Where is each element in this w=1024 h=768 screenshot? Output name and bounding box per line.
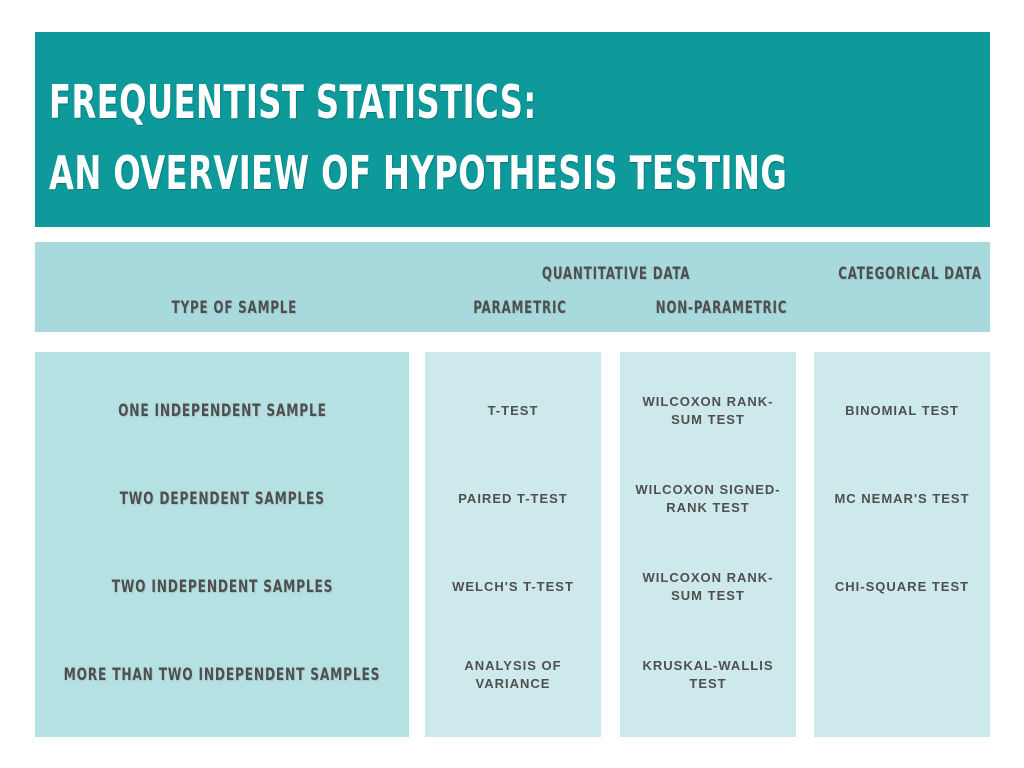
test-name: MC NEMAR'S TEST: [834, 491, 970, 506]
sample-type-label: TWO INDEPENDENT SAMPLES: [111, 577, 333, 597]
test-name: WELCH'S T-TEST: [452, 579, 574, 594]
test-name: WILCOXON RANK-SUM TEST: [642, 570, 774, 603]
title-banner: FREQUENTIST STATISTICS: AN OVERVIEW OF H…: [35, 32, 990, 227]
table-cell: PAIRED T-TEST: [425, 474, 601, 524]
sample-type-label: MORE THAN TWO INDEPENDENT SAMPLES: [63, 665, 381, 685]
test-name: WILCOXON RANK-SUM TEST: [642, 394, 774, 427]
test-name: T-TEST: [487, 403, 539, 418]
page-title-line-2: AN OVERVIEW OF HYPOTHESIS TESTING: [49, 146, 788, 200]
test-name: ANALYSIS OF VARIANCE: [464, 658, 562, 691]
header-categorical-data: CATEGORICAL DATA: [838, 264, 982, 284]
table-cell: WILCOXON RANK-SUM TEST: [620, 562, 796, 612]
table-header: TYPE OF SAMPLE QUANTITATIVE DATA CATEGOR…: [35, 242, 990, 332]
non-parametric-column: WILCOXON RANK-SUM TEST WILCOXON SIGNED-R…: [620, 352, 796, 737]
table-row-4-sample: MORE THAN TWO INDEPENDENT SAMPLES: [35, 650, 409, 700]
table-cell: [814, 650, 990, 700]
table-cell: WILCOXON SIGNED-RANK TEST: [620, 474, 796, 524]
sample-type-label: TWO DEPENDENT SAMPLES: [119, 489, 325, 509]
table-row-2-sample: TWO DEPENDENT SAMPLES: [35, 474, 409, 524]
table-cell: WILCOXON RANK-SUM TEST: [620, 386, 796, 436]
test-name: BINOMIAL TEST: [845, 403, 959, 418]
table-row-3-sample: TWO INDEPENDENT SAMPLES: [35, 562, 409, 612]
table-row-1-sample: ONE INDEPENDENT SAMPLE: [35, 386, 409, 436]
header-parametric: PARAMETRIC: [473, 298, 567, 318]
sample-type-label: ONE INDEPENDENT SAMPLE: [117, 401, 327, 421]
header-non-parametric: NON-PARAMETRIC: [655, 298, 788, 318]
table-cell: WELCH'S T-TEST: [425, 562, 601, 612]
parametric-column: T-TEST PAIRED T-TEST WELCH'S T-TEST ANAL…: [425, 352, 601, 737]
page-title-line-1: FREQUENTIST STATISTICS:: [49, 75, 537, 129]
table-cell: ANALYSIS OF VARIANCE: [425, 650, 601, 700]
header-quantitative-data: QUANTITATIVE DATA: [541, 264, 691, 284]
test-name: KRUSKAL-WALLIS TEST: [642, 658, 774, 691]
test-name: WILCOXON SIGNED-RANK TEST: [635, 482, 781, 515]
table-cell: T-TEST: [425, 386, 601, 436]
test-name: CHI-SQUARE TEST: [834, 579, 970, 594]
categorical-column: BINOMIAL TEST MC NEMAR'S TEST CHI-SQUARE…: [814, 352, 990, 737]
table-cell: CHI-SQUARE TEST: [814, 562, 990, 612]
table-cell: KRUSKAL-WALLIS TEST: [620, 650, 796, 700]
header-type-of-sample: TYPE OF SAMPLE: [171, 298, 298, 318]
sample-type-column: ONE INDEPENDENT SAMPLE TWO DEPENDENT SAM…: [35, 352, 409, 737]
table-cell: BINOMIAL TEST: [814, 386, 990, 436]
table-cell: MC NEMAR'S TEST: [814, 474, 990, 524]
test-name: PAIRED T-TEST: [458, 491, 568, 506]
